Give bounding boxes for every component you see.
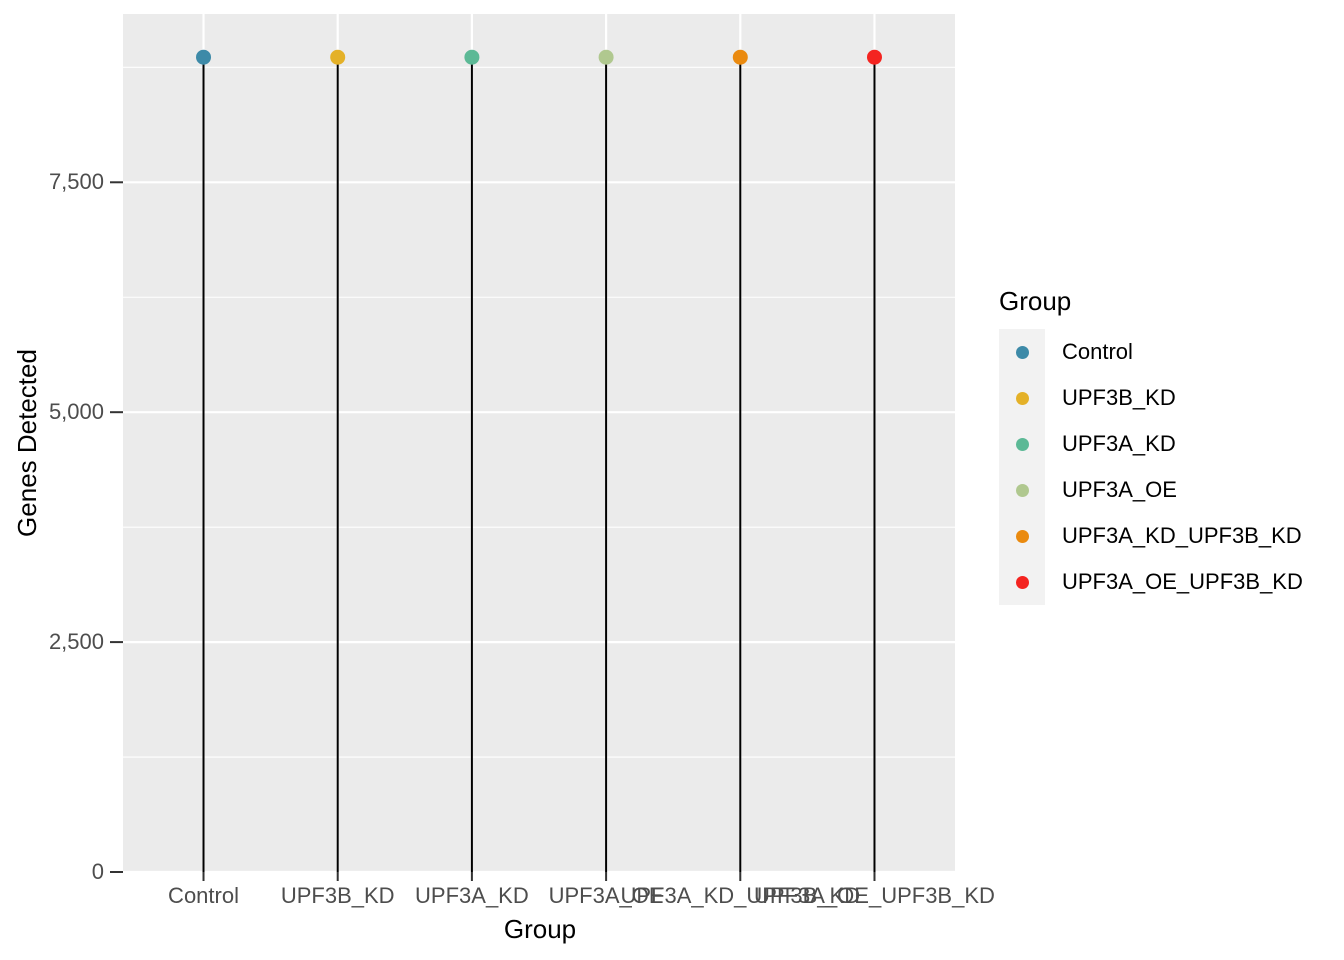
x-tick-label: UPF3B_KD: [280, 883, 395, 908]
legend-key: [999, 513, 1045, 559]
legend-key: [999, 559, 1045, 605]
x-tick-label: UPF3A_OE_UPF3B_KD: [754, 883, 995, 908]
legend-key: [999, 421, 1045, 467]
y-tick-label: 0: [91, 859, 104, 884]
legend-point-icon: [1015, 345, 1029, 359]
legend-key: [999, 467, 1045, 513]
legend-item: UPF3B_KD: [999, 375, 1303, 421]
legend-key: [999, 329, 1045, 375]
legend-label: UPF3A_OE_UPF3B_KD: [1062, 569, 1303, 594]
plot-panel: [123, 14, 955, 872]
data-point: [866, 49, 882, 65]
x-tick-label: Control: [168, 883, 239, 908]
y-axis-title: Genes Detected: [12, 349, 42, 537]
legend-point-icon: [1015, 391, 1029, 405]
legend-item: UPF3A_KD: [999, 421, 1303, 467]
x-tick-label: UPF3A_KD_UPF3B_KD: [620, 883, 861, 908]
data-point: [464, 49, 480, 65]
y-tick-label: 5,000: [48, 399, 104, 425]
data-point: [598, 49, 614, 65]
y-tick-label: 2,500: [48, 629, 104, 655]
data-point: [330, 49, 346, 65]
legend-label: Control: [1062, 339, 1133, 364]
legend-point-icon: [1015, 437, 1029, 451]
legend-point-icon: [1015, 483, 1029, 497]
legend-items: Control UPF3B_KD UPF3A_KD UPF3A_OE UPF3A_KD_…: [999, 329, 1303, 605]
legend-label: UPF3A_KD_UPF3B_KD: [1062, 523, 1302, 548]
legend-label: UPF3A_OE: [1062, 477, 1177, 502]
legend-item: UPF3A_OE_UPF3B_KD: [999, 559, 1303, 605]
legend-point-icon: [1015, 575, 1029, 589]
legend-title: Group: [999, 286, 1072, 316]
legend-item: UPF3A_KD_UPF3B_KD: [999, 513, 1303, 559]
legend-point-icon: [1015, 529, 1029, 543]
x-axis-title: Group: [503, 914, 577, 944]
legend-item: Control: [999, 329, 1303, 375]
x-tick-label: UPF3A_OE: [548, 883, 664, 908]
data-point: [732, 49, 748, 65]
legend-item: UPF3A_OE: [999, 467, 1303, 513]
y-tick-label: 7,500: [48, 169, 104, 195]
legend-label: UPF3A_KD: [1062, 431, 1176, 456]
legend-key: [999, 375, 1045, 421]
x-tick-label: UPF3A_KD: [415, 883, 529, 908]
data-point: [196, 49, 212, 65]
legend: Group Control UPF3B_KD UPF3A_KD UPF3A_OE UPF…: [999, 286, 1303, 605]
legend-label: UPF3B_KD: [1062, 385, 1176, 410]
